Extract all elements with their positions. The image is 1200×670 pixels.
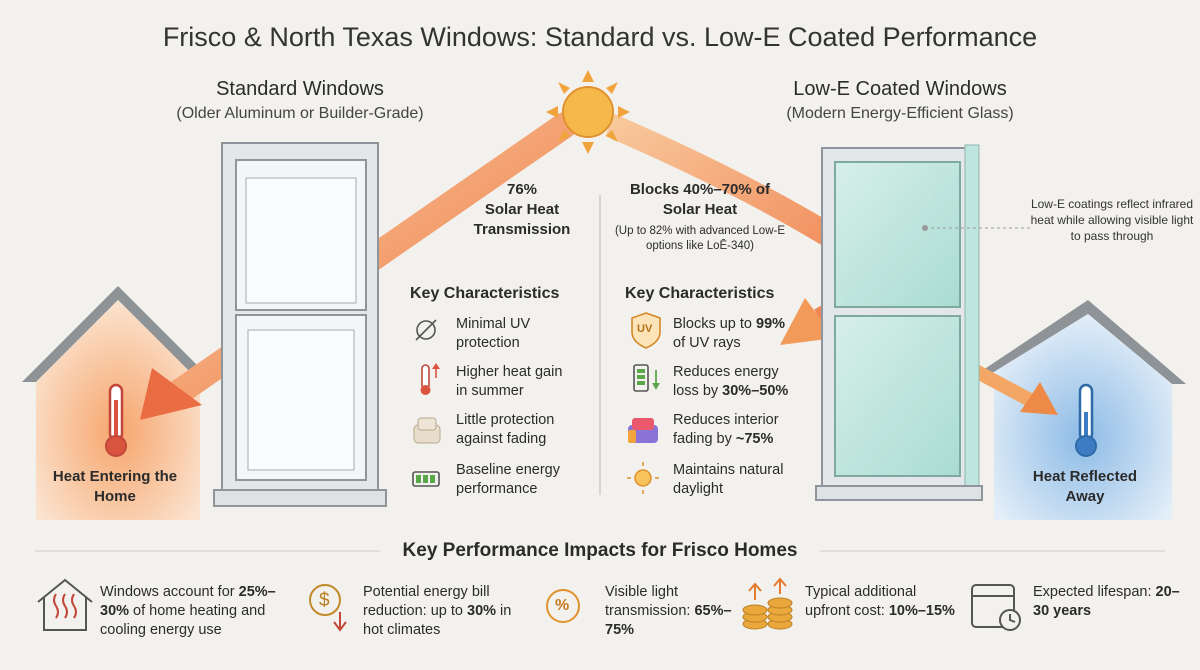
- text-part: of home heating and cooling energy use: [100, 603, 266, 638]
- text-part: Typical additional upfront cost:: [805, 584, 917, 619]
- text-part: Blocks up to: [673, 316, 757, 332]
- text-part: Little protection against fading: [456, 412, 555, 447]
- characteristic: Blocks up to 99% of UV rays: [673, 315, 798, 353]
- text-part: Visible light transmission:: [605, 584, 695, 619]
- text-part: Reduces interior fading by: [673, 412, 779, 447]
- text-part: Reduces energy loss by: [673, 364, 779, 399]
- characteristic: Higher heat gain in summer: [456, 363, 566, 401]
- key-heading: Key Characteristics: [410, 285, 560, 302]
- house-label: Heat Reflected Away: [1032, 468, 1138, 505]
- standard-heading: Standard Windows: [216, 78, 384, 100]
- characteristic: Baseline energy performance: [456, 461, 566, 499]
- text-part: Higher heat gain in summer: [456, 364, 563, 399]
- lowe-stat-note: (Up to 82% with advanced Low-E options l…: [614, 225, 786, 252]
- text-part: 30%–50%: [722, 383, 789, 399]
- impacts-heading: Key Performance Impacts for Frisco Homes: [402, 540, 798, 561]
- text-part: 99%: [756, 316, 786, 332]
- text-part: 30%: [467, 603, 497, 619]
- characteristic: Reduces energy loss by 30%–50%: [673, 363, 798, 401]
- text-part: 20–30 years: [1033, 584, 1180, 619]
- uv-icon-text: UV: [637, 323, 653, 335]
- text-part: 10%–15%: [888, 603, 955, 619]
- characteristic: Maintains natural daylight: [673, 461, 798, 499]
- key-heading: Key Characteristics: [625, 285, 775, 302]
- house-label: Heat Entering the Home: [52, 468, 178, 505]
- percent-icon-text: %: [555, 597, 570, 614]
- dollar-icon-text: $: [319, 590, 330, 611]
- impact: Visible light transmission: 65%–75%: [605, 583, 755, 640]
- standard-stat: 76%: [506, 181, 538, 198]
- characteristic: Little protection against fading: [456, 411, 566, 449]
- standard-stat-label: Solar Heat Transmission: [473, 201, 571, 238]
- text-part: Baseline energy performance: [456, 462, 560, 497]
- text-part: 25%–30%: [100, 584, 276, 619]
- text-part: Potential energy bill reduction: up to: [363, 584, 490, 619]
- lowe-heading: Low-E Coated Windows: [793, 78, 1007, 100]
- text-part: of UV rays: [673, 335, 741, 351]
- lowe-stat: Blocks 40%–70% of Solar Heat: [629, 181, 771, 218]
- impact: Expected lifespan: 20–30 years: [1033, 583, 1183, 621]
- standard-subheading: (Older Aluminum or Builder-Grade): [176, 105, 424, 122]
- text-part: Expected lifespan:: [1033, 584, 1156, 600]
- lowe-subheading: (Modern Energy-Efficient Glass): [786, 105, 1014, 122]
- text-part: Maintains natural daylight: [673, 462, 784, 497]
- characteristic: Minimal UV protection: [456, 315, 566, 353]
- text-part: 65%–75%: [605, 603, 732, 638]
- text-part: in hot climates: [363, 603, 512, 638]
- callout: Low-E coatings reflect infrared heat whi…: [1030, 197, 1194, 243]
- impact: Windows account for 25%–30% of home heat…: [100, 583, 290, 640]
- title: Frisco & North Texas Windows: Standard v…: [162, 22, 1038, 52]
- text-part: Windows account for: [100, 584, 239, 600]
- impact: Potential energy bill reduction: up to 3…: [363, 583, 513, 640]
- text-part: Minimal UV protection: [456, 316, 531, 351]
- impact: Typical additional upfront cost: 10%–15%: [805, 583, 955, 621]
- characteristic: Reduces interior fading by ~75%: [673, 411, 798, 449]
- text-part: ~75%: [735, 431, 774, 447]
